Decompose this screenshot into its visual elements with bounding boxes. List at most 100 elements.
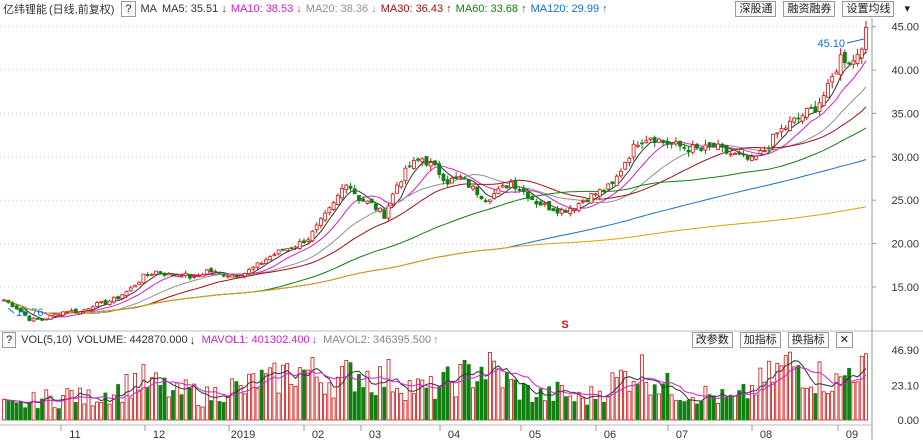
- volume-bar: [555, 381, 560, 421]
- volume-bar: [534, 397, 539, 421]
- switch-indicator-button[interactable]: 换指标: [787, 332, 829, 348]
- volume-bar: [52, 407, 57, 421]
- volume-bar: [23, 407, 28, 421]
- candle-body: [517, 189, 522, 191]
- candle-body: [686, 149, 691, 153]
- volume-bar: [842, 375, 847, 421]
- candle-body: [234, 275, 239, 278]
- candle-body: [348, 185, 353, 189]
- volume-bar: [686, 399, 691, 421]
- candle-body: [855, 54, 860, 65]
- volume-bar: [492, 360, 497, 421]
- volume-bar: [610, 372, 615, 421]
- candle-body: [314, 224, 319, 231]
- mavol1-arrow-icon: ↓: [311, 334, 318, 346]
- candle-body: [242, 273, 247, 277]
- candle-body: [302, 240, 306, 244]
- mavol2-value: MAVOL2: 346395.500: [323, 334, 432, 346]
- candle-body: [521, 188, 526, 193]
- candle-body: [669, 142, 674, 145]
- candle-body: [657, 138, 661, 143]
- ma-indicator-5: MA120: 29.99 ↑: [530, 3, 608, 15]
- high-price-label: 45.10: [817, 38, 845, 50]
- volume-help-button[interactable]: ?: [2, 332, 17, 348]
- ma-indicator-4: MA60: 33.68 ↑: [455, 3, 527, 15]
- volume-bar: [44, 389, 49, 421]
- volume-bar: [217, 401, 222, 421]
- volume-bar: [538, 388, 543, 421]
- mavol1-value: MAVOL1: 401302.400: [201, 334, 310, 346]
- volume-bar: [711, 395, 716, 421]
- candle-body: [137, 281, 142, 286]
- margin-trading-button[interactable]: 融资融券: [783, 1, 836, 17]
- volume-bar: [648, 394, 653, 421]
- candle-body: [627, 157, 632, 163]
- mavol2-arrow-icon: ↑: [433, 334, 439, 346]
- candle-body: [171, 274, 175, 277]
- candle-body: [247, 269, 251, 275]
- volume-bar: [120, 401, 125, 421]
- candle-body: [779, 128, 784, 133]
- candle-body: [382, 209, 387, 219]
- volume-bar: [462, 359, 467, 421]
- volume-bar: [116, 384, 120, 421]
- volume-bar: [771, 381, 775, 421]
- volume-bar: [593, 399, 598, 421]
- volume-bar: [547, 386, 551, 421]
- volume-bar: [428, 376, 433, 421]
- candle-body: [555, 208, 560, 214]
- help-button[interactable]: ?: [121, 1, 136, 17]
- volume-bar: [365, 370, 370, 421]
- volume-bar: [57, 408, 61, 421]
- volume-bar: [788, 351, 792, 421]
- dropdown-chevron-icon[interactable]: ▾: [904, 3, 910, 15]
- volume-bar: [673, 400, 678, 421]
- volume-bar: [838, 376, 843, 421]
- volume-bar: [526, 385, 530, 421]
- candle-body: [699, 149, 704, 151]
- volume-bar: [733, 395, 737, 421]
- mavol5-line: [3, 360, 867, 404]
- candle-body: [509, 181, 513, 188]
- candle-body: [217, 271, 222, 274]
- candle-body: [293, 246, 298, 249]
- volume-value: VOLUME: 442870.000: [76, 334, 188, 346]
- volume-bar: [78, 387, 82, 421]
- volume-bar: [306, 369, 311, 421]
- volume-bar: [707, 394, 712, 421]
- candle-body: [238, 275, 243, 278]
- candle-body: [640, 142, 644, 145]
- volume-bar: [416, 378, 420, 421]
- candle-body: [673, 141, 678, 145]
- candle-body: [19, 307, 23, 313]
- chart-mode: (日线,前复权): [49, 4, 115, 16]
- candle-body: [597, 189, 602, 197]
- volume-bar: [792, 366, 797, 421]
- volume-bar: [133, 372, 137, 421]
- candle-body: [390, 193, 395, 205]
- candle-body: [403, 167, 408, 182]
- candle-body: [437, 163, 442, 175]
- time-tick-label: 09: [846, 429, 858, 441]
- add-indicator-button[interactable]: 加指标: [739, 332, 781, 348]
- edit-params-button[interactable]: 改参数: [691, 332, 733, 348]
- candle-body: [648, 137, 653, 140]
- hk-connect-button[interactable]: 深股通: [735, 1, 777, 17]
- candle-body: [665, 141, 670, 145]
- volume-bar: [589, 386, 594, 421]
- price-tick-label: 45.00: [891, 22, 919, 34]
- volume-bar: [623, 371, 628, 421]
- candle-body: [488, 199, 492, 203]
- candle-body: [551, 208, 556, 212]
- set-ma-button[interactable]: 设置均线: [842, 1, 895, 17]
- candle-body: [538, 201, 543, 206]
- candle-body: [441, 173, 446, 182]
- volume-bar: [90, 405, 95, 421]
- volume-close-icon[interactable]: ✕: [835, 332, 853, 348]
- volume-bar: [352, 391, 357, 421]
- candle-body: [14, 305, 19, 310]
- trade-signal-marker: S: [561, 319, 568, 331]
- low-price-label: 10.76: [16, 307, 44, 319]
- candle-body: [23, 311, 28, 316]
- volume-bar: [348, 362, 353, 421]
